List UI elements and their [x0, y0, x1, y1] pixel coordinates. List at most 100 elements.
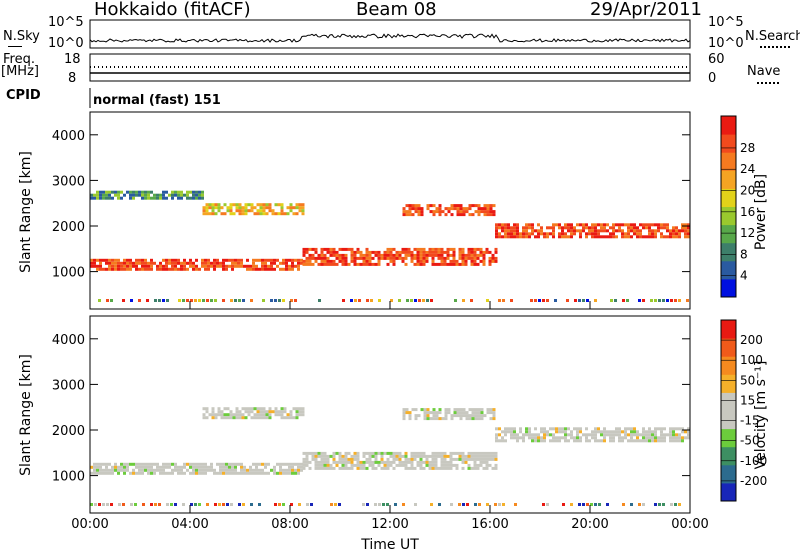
- data-cell: [350, 256, 354, 260]
- data-cell: [404, 460, 408, 464]
- data-cell: [282, 468, 285, 472]
- data-cell: [262, 299, 265, 302]
- data-cell: [438, 204, 442, 208]
- data-cell: [159, 267, 162, 271]
- data-cell: [552, 232, 555, 236]
- data-cell: [274, 407, 278, 411]
- data-cell: [473, 256, 477, 260]
- data-cell: [208, 212, 212, 216]
- data-cell: [332, 466, 336, 470]
- data-cell: [194, 299, 197, 302]
- data-cell: [249, 465, 252, 469]
- data-cell: [295, 212, 299, 216]
- colorbar-swatch: [721, 356, 736, 375]
- colorbar-tick-label: -200: [740, 474, 767, 488]
- data-cell: [240, 261, 243, 265]
- data-cell: [552, 226, 555, 230]
- data-cell: [672, 427, 675, 431]
- data-cell: [291, 261, 294, 265]
- data-cell: [404, 463, 408, 467]
- data-cell: [177, 471, 180, 475]
- data-cell: [452, 463, 456, 467]
- data-cell: [268, 206, 272, 210]
- data-cell: [93, 193, 96, 197]
- data-cell: [438, 213, 442, 217]
- data-cell: [258, 471, 261, 475]
- data-cell: [195, 196, 198, 200]
- data-cell: [588, 232, 591, 236]
- data-cell: [144, 462, 147, 466]
- data-cell: [446, 256, 450, 260]
- data-cell: [310, 503, 313, 506]
- data-cell: [253, 416, 257, 420]
- data-cell: [638, 299, 641, 302]
- data-cell: [413, 451, 417, 455]
- data-cell: [398, 451, 402, 455]
- colorbar-swatch: [721, 116, 736, 135]
- data-cell: [417, 414, 421, 418]
- data-cell: [519, 232, 522, 236]
- data-cell: [654, 299, 657, 302]
- data-cell: [459, 414, 463, 418]
- colorbar-tick-label: -50: [740, 434, 760, 448]
- data-cell: [301, 413, 305, 417]
- data-cell: [294, 299, 297, 302]
- data-cell: [450, 414, 454, 418]
- data-cell: [174, 465, 177, 469]
- data-cell: [452, 253, 456, 257]
- data-cell: [435, 411, 439, 415]
- data-cell: [338, 454, 342, 458]
- data-cell: [489, 210, 493, 214]
- data-cell: [261, 261, 264, 265]
- data-cell: [297, 264, 300, 268]
- data-cell: [368, 256, 372, 260]
- data-cell: [183, 462, 186, 466]
- data-cell: [564, 232, 567, 236]
- data-cell: [456, 408, 460, 412]
- data-cell: [180, 468, 183, 472]
- data-cell: [543, 430, 546, 434]
- data-cell: [567, 229, 570, 233]
- data-cell: [600, 433, 603, 437]
- data-cell: [298, 503, 301, 506]
- data-cell: [132, 468, 135, 472]
- data-cell: [425, 457, 429, 461]
- data-cell: [329, 454, 333, 458]
- data-cell: [90, 264, 93, 268]
- data-cell: [347, 262, 351, 266]
- data-cell: [302, 247, 306, 251]
- data-cell: [252, 462, 255, 466]
- data-cell: [108, 190, 111, 194]
- data-cell: [253, 407, 257, 411]
- data-cell: [402, 414, 406, 418]
- data-cell: [510, 235, 513, 239]
- data-cell: [247, 413, 251, 417]
- data-cell: [392, 253, 396, 257]
- data-cell: [153, 193, 156, 197]
- data-cell: [353, 250, 357, 254]
- data-cell: [462, 411, 466, 415]
- data-cell: [417, 207, 421, 211]
- data-cell: [162, 462, 165, 466]
- data-cell: [488, 262, 492, 266]
- data-cell: [356, 250, 360, 254]
- data-cell: [392, 460, 396, 464]
- data-cell: [434, 250, 438, 254]
- data-cell: [574, 299, 577, 302]
- data-cell: [250, 209, 254, 213]
- data-cell: [654, 235, 657, 239]
- data-cell: [252, 258, 255, 262]
- data-cell: [238, 206, 242, 210]
- data-cell: [434, 451, 438, 455]
- data-cell: [630, 223, 633, 227]
- data-cell: [462, 210, 466, 214]
- data-cell: [440, 466, 444, 470]
- data-cell: [243, 264, 246, 268]
- data-cell: [159, 471, 162, 475]
- data-cell: [323, 253, 327, 257]
- data-cell: [432, 213, 436, 217]
- data-cell: [434, 262, 438, 266]
- data-cell: [476, 457, 480, 461]
- data-cell: [443, 460, 447, 464]
- data-cell: [314, 460, 318, 464]
